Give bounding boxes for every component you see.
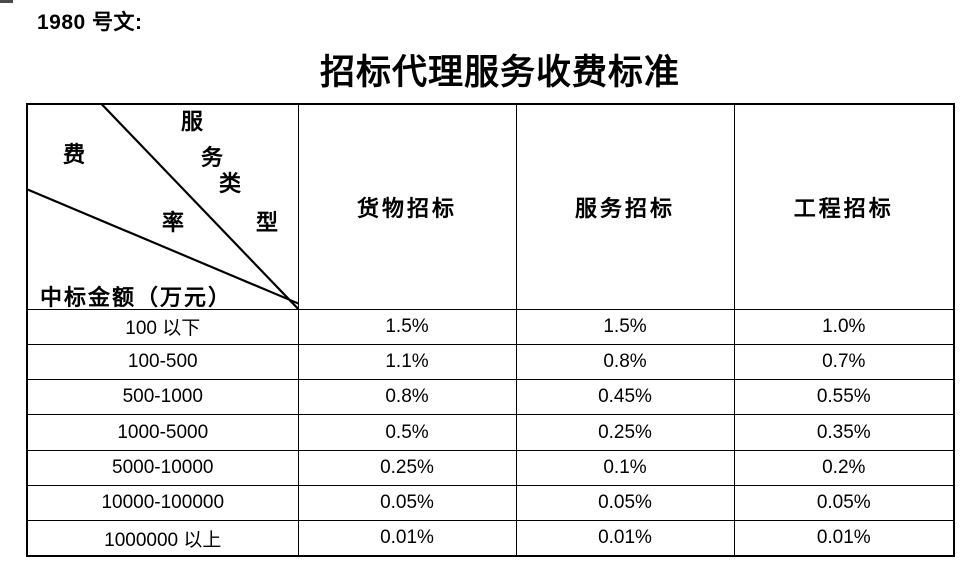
amount-range-cell: 500-1000	[26, 379, 299, 416]
corner-amount-axis-label: 中标金额（万元）	[40, 285, 233, 309]
table-row: 10000-100000 0.05% 0.05% 0.05%	[26, 484, 955, 522]
rate-cell: 0.8%	[515, 343, 735, 381]
amount-range-cell: 5000-10000	[26, 449, 299, 486]
rate-cell: 0.35%	[733, 414, 955, 451]
corner-service-type-char-3: 类	[219, 171, 242, 196]
rate-cell: 0.01%	[515, 520, 735, 557]
amount-range-cell: 1000000 以上	[26, 520, 299, 557]
table-row: 5000-10000 0.25% 0.1% 0.2%	[26, 449, 955, 486]
table-row: 1000000 以上 0.01% 0.01% 0.01%	[26, 520, 955, 557]
column-header-services-bidding: 服务招标	[515, 103, 735, 310]
corner-service-type-char-1: 服	[181, 109, 204, 134]
rate-cell: 0.05%	[297, 484, 517, 522]
scan-artifact-mark	[0, 0, 13, 3]
table-row: 100-500 1.1% 0.8% 0.7%	[26, 343, 955, 381]
rate-cell: 1.5%	[297, 308, 517, 345]
rate-cell: 0.05%	[515, 484, 735, 522]
table-row: 500-1000 0.8% 0.45% 0.55%	[26, 379, 955, 416]
corner-rate-char-2: 率	[162, 210, 185, 235]
rate-cell: 0.05%	[733, 484, 955, 522]
corner-service-type-char-2: 务	[201, 145, 224, 170]
rate-cell: 0.5%	[297, 414, 517, 451]
column-header-goods-bidding: 货物招标	[297, 103, 517, 310]
rate-cell: 1.1%	[297, 343, 517, 381]
rate-cell: 0.1%	[515, 449, 735, 486]
corner-service-type-char-4: 型	[256, 210, 279, 235]
amount-range-cell: 10000-100000	[26, 484, 299, 522]
rate-cell: 1.5%	[515, 308, 735, 345]
page-title: 招标代理服务收费标准	[319, 53, 680, 92]
table-row: 100 以下 1.5% 1.5% 1.0%	[26, 308, 955, 345]
rate-cell: 0.55%	[733, 379, 955, 416]
table-row: 1000-5000 0.5% 0.25% 0.35%	[26, 414, 955, 451]
rate-cell: 0.01%	[733, 520, 955, 557]
fee-standard-table: 服 务 类 型 费 率 中标金额（万元） 货物招标 服务招标 工程招标 100 …	[26, 103, 955, 558]
rate-cell: 0.25%	[515, 414, 735, 451]
rate-cell: 0.45%	[515, 379, 735, 416]
doc-reference: 1980 号文:	[37, 11, 143, 34]
diagonal-divider-lines	[28, 105, 297, 308]
table-corner-cell: 服 务 类 型 费 率 中标金额（万元）	[26, 103, 299, 310]
amount-range-cell: 100-500	[26, 343, 299, 381]
rate-cell: 1.0%	[733, 308, 955, 345]
amount-range-cell: 100 以下	[26, 308, 299, 345]
rate-cell: 0.25%	[297, 449, 517, 486]
column-header-works-bidding: 工程招标	[733, 103, 955, 310]
table-header-row: 服 务 类 型 费 率 中标金额（万元） 货物招标 服务招标 工程招标	[26, 103, 955, 310]
rate-cell: 0.01%	[297, 520, 517, 557]
rate-cell: 0.8%	[297, 379, 517, 416]
amount-range-cell: 1000-5000	[26, 414, 299, 451]
corner-rate-char-1: 费	[63, 142, 86, 167]
rate-cell: 0.7%	[733, 343, 955, 381]
rate-cell: 0.2%	[733, 449, 955, 486]
